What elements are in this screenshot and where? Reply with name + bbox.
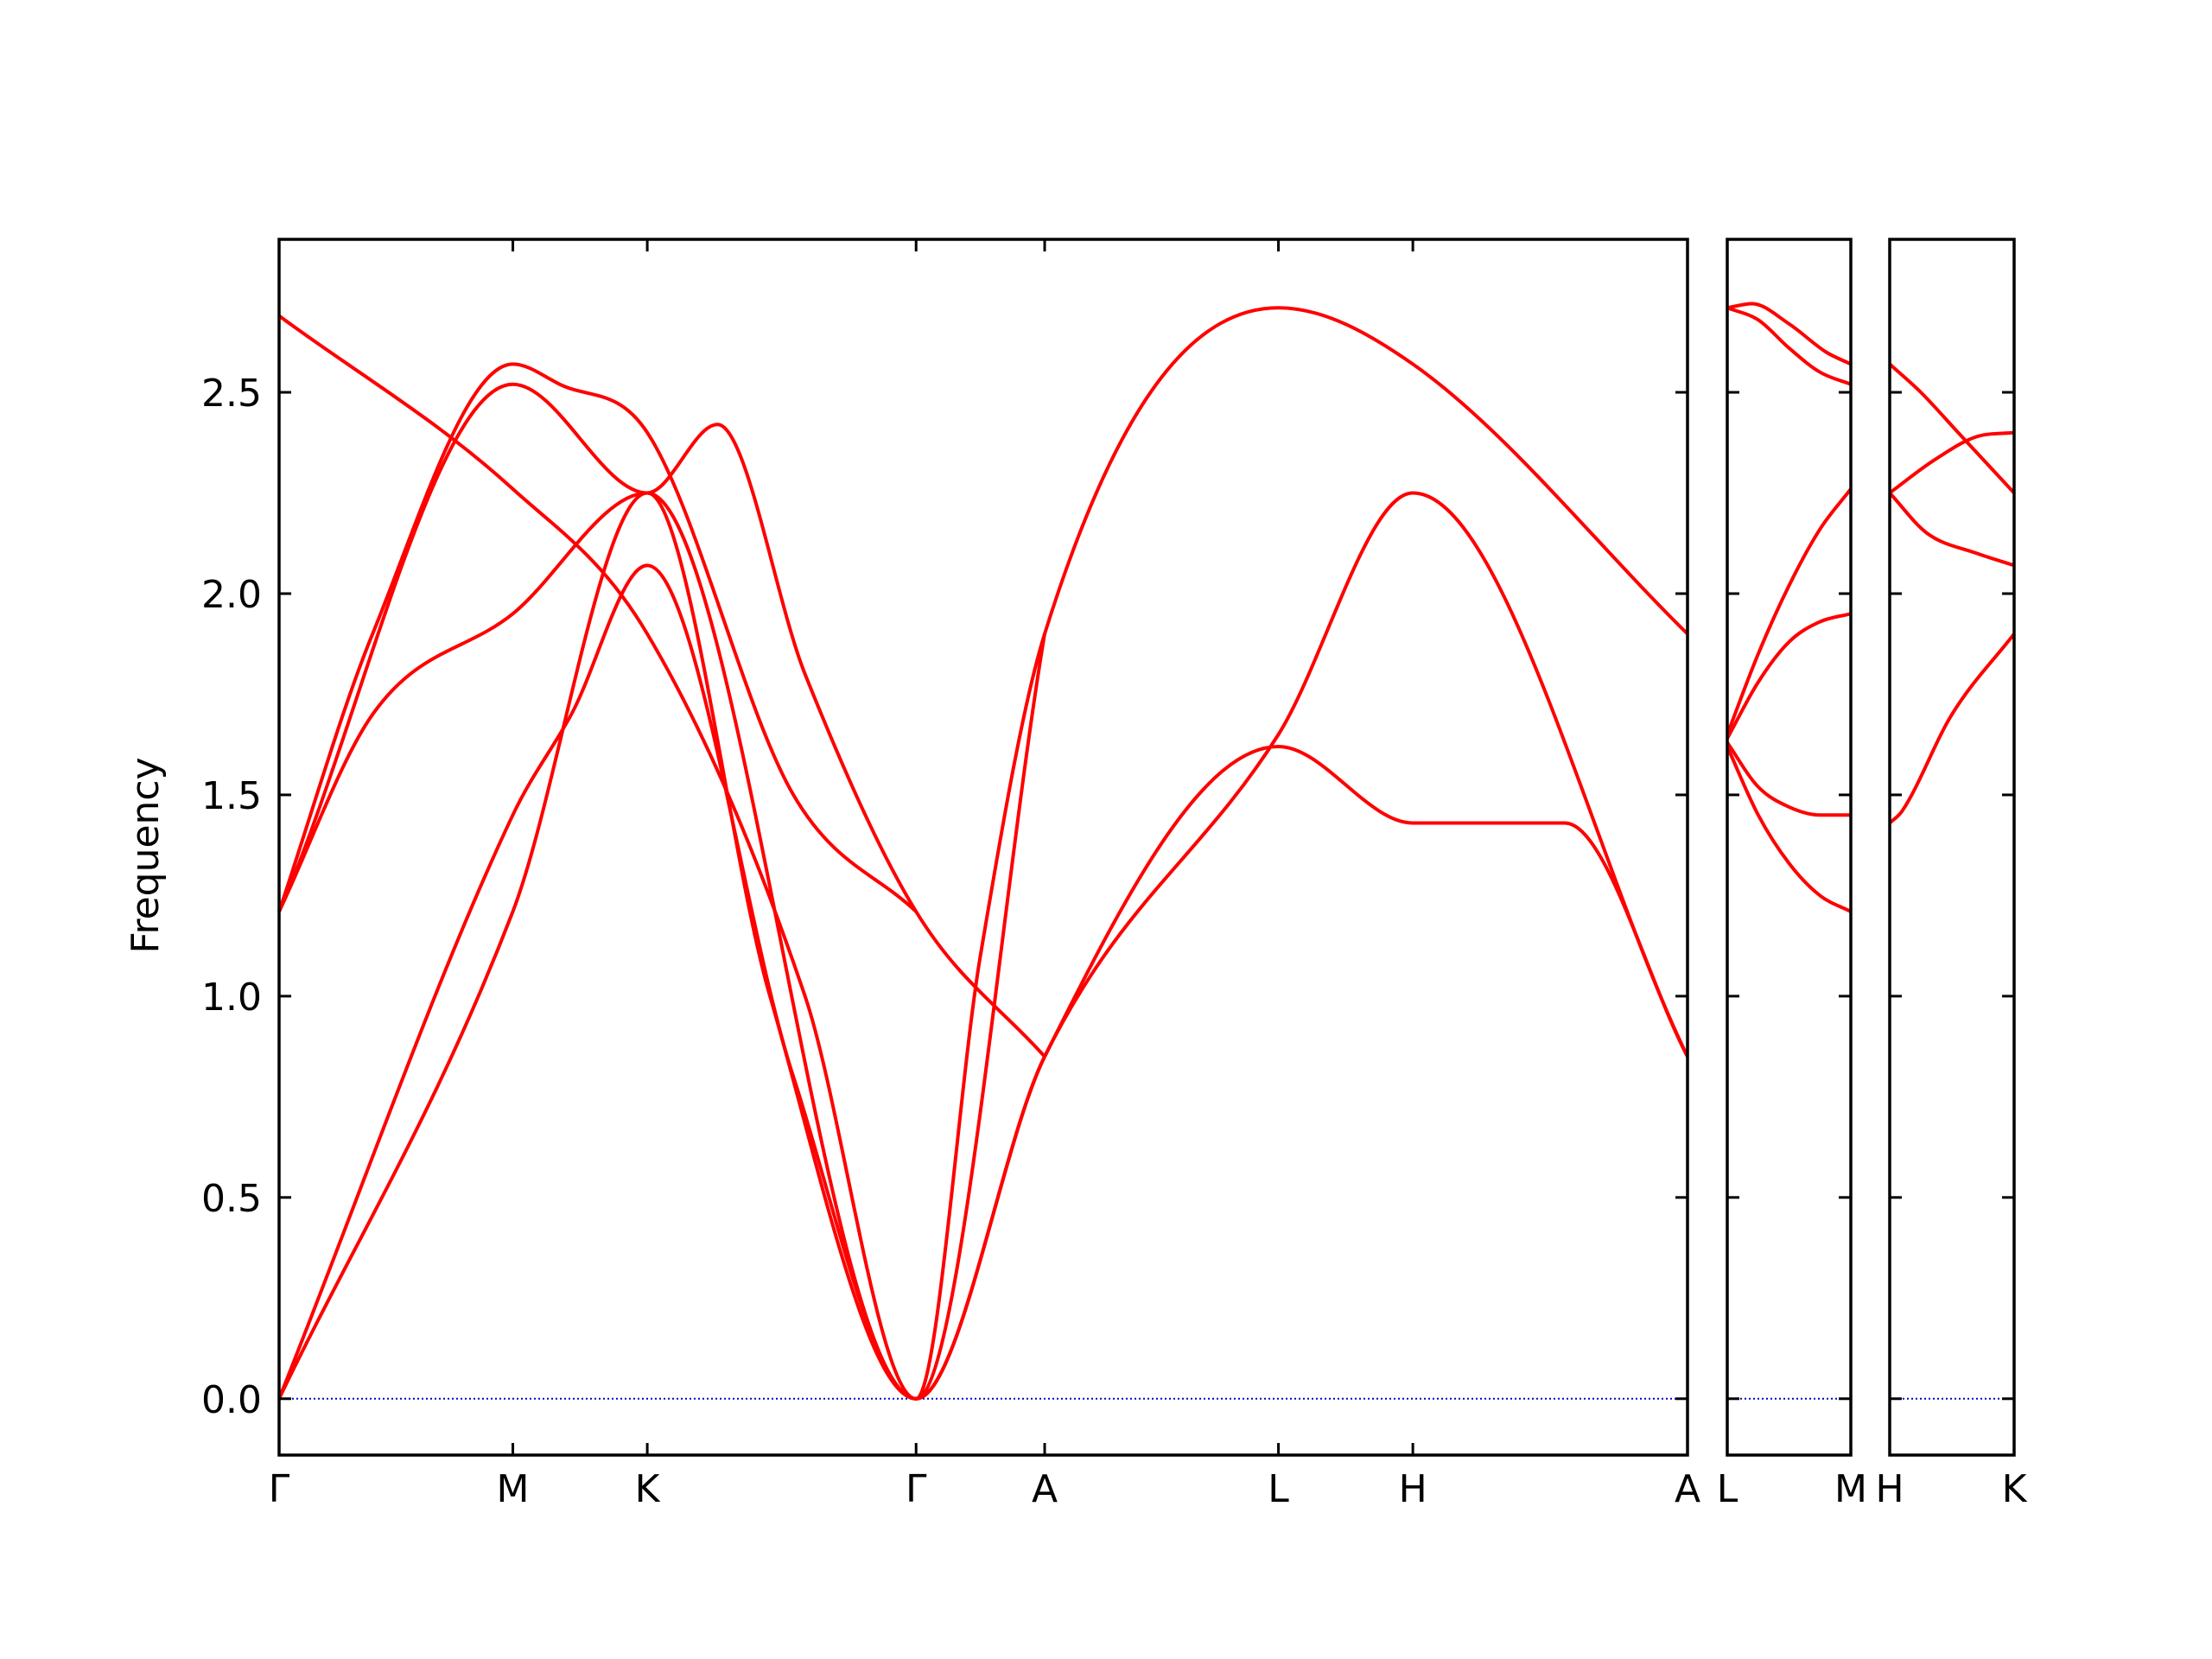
band-line-3 [1726,612,1852,740]
band-line-1 [1888,632,2016,824]
x-tick-label: M [497,1467,530,1511]
band-line-2 [1726,741,1851,817]
x-tick-label: A [1032,1467,1058,1511]
x-tick-label: A [1675,1467,1700,1511]
band-line-1 [1726,746,1852,913]
panel-frame [1726,238,1853,1457]
x-tick-label: K [635,1467,661,1511]
panel-frame [1888,238,2016,1457]
x-tick-label: H [1875,1467,1904,1511]
x-tick-label: M [1834,1467,1867,1511]
plot-panels: Γ M K Γ A L H A L M H K0.00.51.01.52.02.5 [201,238,2028,1511]
panel-frame [277,238,1689,1457]
y-tick-label: 0.5 [201,1177,262,1221]
y-tick-label: 0.0 [201,1378,262,1422]
x-tick-label: Γ [906,1467,927,1511]
band-line-3 [277,306,1689,1401]
band-line-2 [277,491,1689,1401]
y-tick-label: 1.0 [201,976,262,1020]
band-line-5 [277,382,1046,1058]
band-line-4 [1726,487,1853,735]
band-line-6 [277,314,1046,1401]
y-tick-label: 1.5 [201,774,262,818]
x-tick-label: L [1717,1467,1738,1511]
band-line-5 [1726,302,1852,366]
band-line-4 [1888,362,2016,494]
band-line-4 [277,362,918,913]
x-tick-label: Γ [269,1467,290,1511]
band-line-6 [1726,306,1852,386]
band-line-3 [1888,430,2015,495]
x-tick-label: L [1268,1467,1289,1511]
x-tick-label: K [2002,1467,2028,1511]
y-tick-label: 2.0 [201,573,262,617]
x-tick-label: H [1399,1467,1427,1511]
y-tick-label: 2.5 [201,372,262,416]
y-axis-label: Frequency [124,757,168,953]
band-line-2 [1888,492,2015,568]
